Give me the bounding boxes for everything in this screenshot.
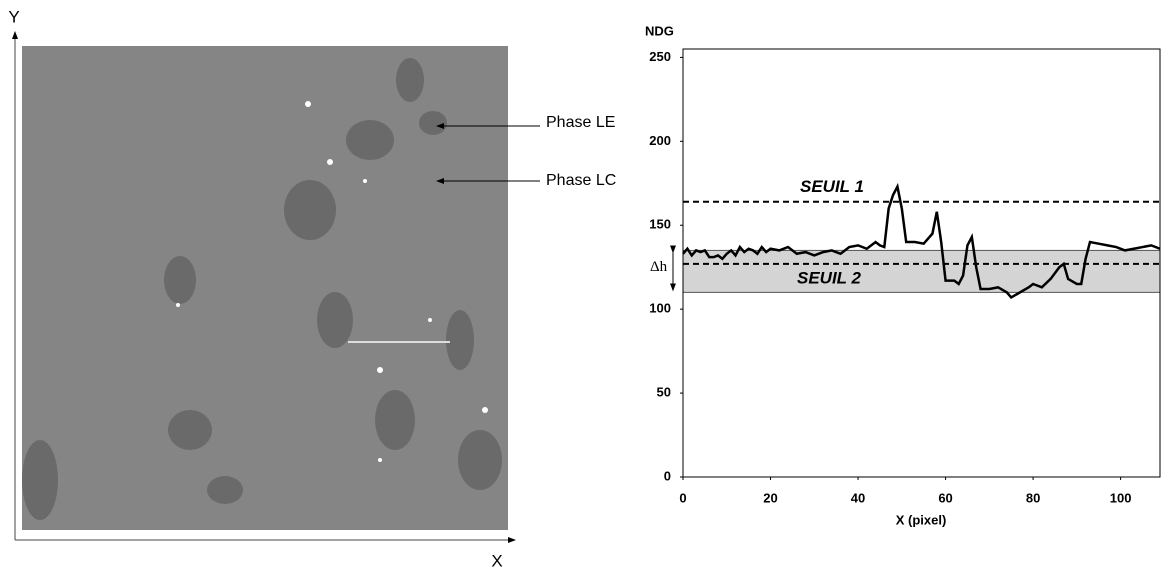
annotation: Phase LC (546, 172, 616, 189)
x-tick-label: 20 (763, 490, 777, 505)
x-tick-label: 100 (1110, 490, 1132, 505)
x-tick-label: 40 (851, 490, 865, 505)
chart: NDG X (pixel) (645, 23, 946, 527)
threshold-label: SEUIL 2 (797, 268, 861, 287)
y-tick-label: 200 (649, 133, 671, 148)
band (682, 249, 1161, 293)
afm-image (22, 46, 508, 530)
x-axis-title: X (pixel) (896, 512, 947, 527)
band-label: Δh (650, 259, 668, 275)
y-tick-label: 50 (657, 385, 671, 400)
y-tick-label: 250 (649, 49, 671, 64)
data-line (682, 182, 1161, 300)
y-tick-label: 100 (649, 301, 671, 316)
x-tick-label: 0 (679, 490, 686, 505)
y-tick-label: 0 (664, 468, 671, 483)
y-axis-title: NDG (645, 23, 674, 38)
x-tick-label: 80 (1026, 490, 1040, 505)
threshold-label: SEUIL 1 (800, 177, 864, 196)
image-x-label: X (491, 551, 502, 570)
y-tick-label: 150 (649, 217, 671, 232)
annotation: Phase LE (546, 114, 615, 131)
image-y-label: Y (8, 7, 19, 26)
x-tick-label: 60 (938, 490, 952, 505)
